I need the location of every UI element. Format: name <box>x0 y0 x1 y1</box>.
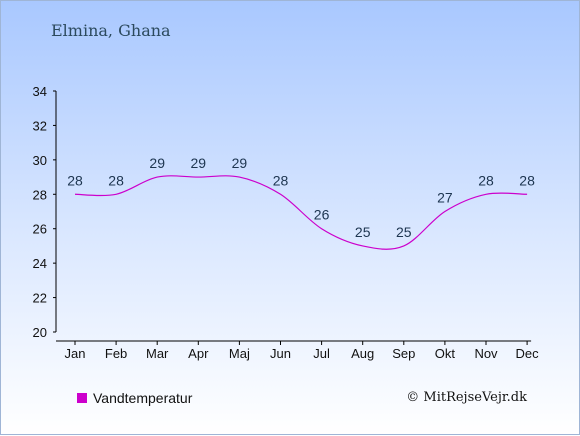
data-label: 28 <box>478 172 494 188</box>
data-label: 26 <box>314 207 330 223</box>
data-point <box>156 176 159 179</box>
data-point <box>485 193 488 196</box>
x-tick-label: Mar <box>146 346 169 361</box>
data-label: 25 <box>355 224 371 240</box>
y-tick-label: 26 <box>33 222 47 237</box>
y-tick-label: 34 <box>33 84 47 99</box>
data-point <box>115 193 118 196</box>
data-label: 28 <box>108 172 124 188</box>
x-tick-label: Aug <box>351 346 374 361</box>
series-line-vandtemperatur <box>74 175 528 250</box>
x-tick-label: Dec <box>516 346 540 361</box>
x-tick-label: Okt <box>435 346 456 361</box>
location-title: Elmina, Ghana <box>51 21 171 40</box>
data-label: 29 <box>232 155 248 171</box>
data-label: 28 <box>67 172 83 188</box>
x-tick-label: Sep <box>392 346 415 361</box>
legend-label: Vandtemperatur <box>93 390 193 406</box>
x-tick-label: Nov <box>474 346 498 361</box>
data-point <box>361 244 364 247</box>
y-tick-label: 22 <box>33 291 47 306</box>
legend: Vandtemperatur <box>77 390 192 406</box>
x-tick-label: Jan <box>65 346 86 361</box>
x-tick-label: Apr <box>188 346 209 361</box>
data-label: 29 <box>191 155 207 171</box>
legend-swatch <box>77 393 87 403</box>
data-point <box>279 193 282 196</box>
y-tick-label: 28 <box>33 187 47 202</box>
data-label: 28 <box>519 172 535 188</box>
data-point <box>443 210 446 213</box>
y-tick-label: 30 <box>33 153 47 168</box>
x-tick-label: Maj <box>229 346 250 361</box>
data-point <box>74 193 77 196</box>
data-point <box>402 244 405 247</box>
copyright-notice: © MitRejseVejr.dk <box>406 390 527 405</box>
data-point <box>197 176 200 179</box>
data-point <box>526 193 529 196</box>
x-tick-label: Jul <box>313 346 330 361</box>
data-label: 27 <box>437 190 453 206</box>
x-tick-label: Feb <box>105 346 127 361</box>
data-point <box>238 176 241 179</box>
data-point <box>320 227 323 230</box>
data-label: 29 <box>149 155 165 171</box>
data-label: 25 <box>396 224 412 240</box>
x-tick-label: Jun <box>270 346 291 361</box>
y-tick-label: 32 <box>33 118 47 133</box>
data-label: 28 <box>273 172 289 188</box>
y-tick-label: 24 <box>33 256 47 271</box>
y-tick-label: 20 <box>33 325 47 340</box>
